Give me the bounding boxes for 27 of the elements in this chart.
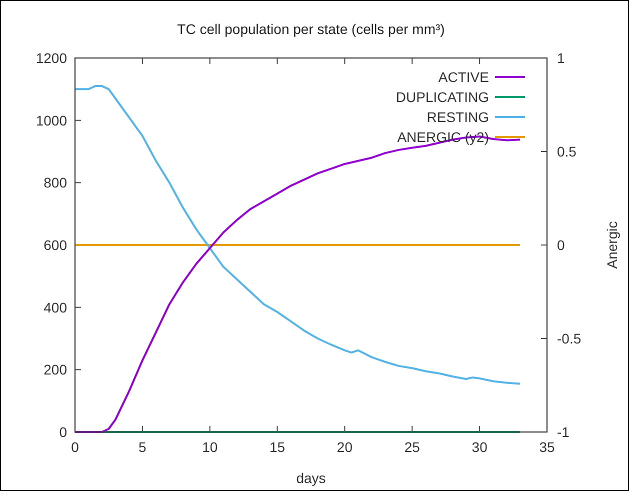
y-tick-label: 600 [44,237,68,253]
line-series [74,85,522,385]
x-tick-label: 10 [202,439,218,455]
y-tick-label: 1000 [36,112,68,128]
legend-label: RESTING [426,109,489,125]
y2-tick-label: -1 [557,424,570,440]
x-tick-label: 20 [336,439,353,455]
chart-title: TC cell population per state (cells per mm³) [177,21,445,37]
x-tick-label: 0 [71,439,80,455]
y-tick-label: 800 [44,174,68,191]
legend-label: ACTIVE [438,69,489,85]
y-tick-label: 0 [59,424,68,440]
x-tick-label: 5 [138,439,147,455]
x-tick-label: 35 [539,439,555,455]
y2-tick-label: 0 [557,237,565,253]
x-axis-title: days [296,470,326,486]
y-tick-label: 1200 [36,50,68,66]
y2-tick-label: 1 [557,50,565,66]
x-tick-label: 25 [404,439,420,455]
x-tick-label: 30 [472,439,488,455]
legend-label: DUPLICATING [396,89,489,105]
y2-tick-label: -0.5 [557,330,582,346]
y2-tick-label: 0.5 [557,144,577,160]
y-tick-label: 200 [44,362,68,378]
y-tick-label: 400 [44,299,68,316]
y2-axis-title: Anergic [604,221,620,269]
x-tick-label: 15 [269,439,286,455]
